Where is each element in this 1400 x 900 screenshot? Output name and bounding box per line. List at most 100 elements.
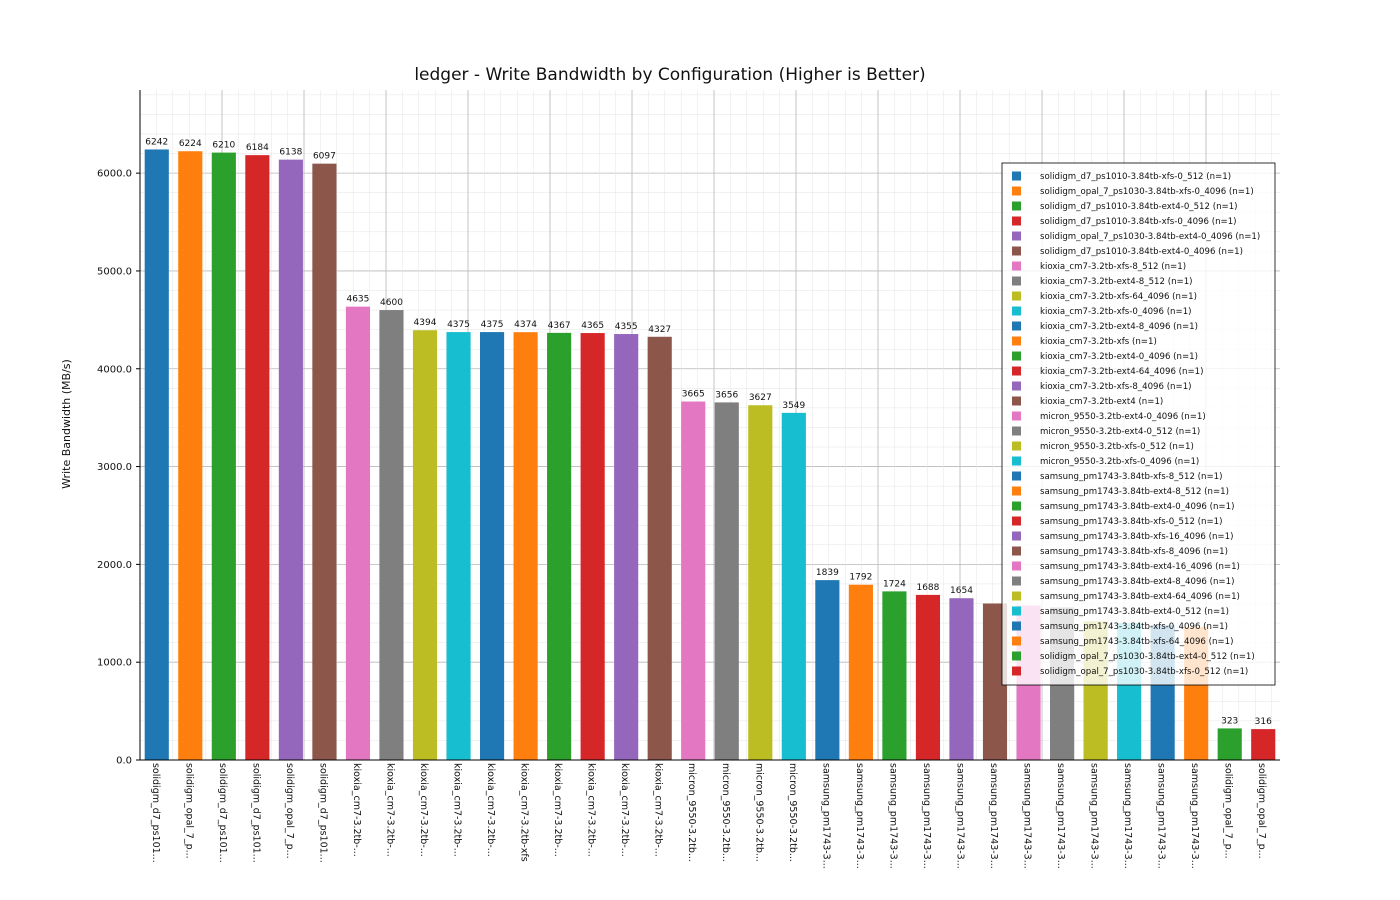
legend-entry: samsung_pm1743-3.84tb-ext4-64_4096 (n=1) — [1040, 592, 1240, 602]
data-label: 4365 — [581, 321, 604, 331]
bar — [848, 584, 873, 760]
legend-entry: kioxia_cm7-3.2tb-xfs-64_4096 (n=1) — [1040, 292, 1197, 302]
data-label: 6224 — [179, 139, 202, 149]
legend-entry: samsung_pm1743-3.84tb-xfs-64_4096 (n=1) — [1040, 637, 1233, 647]
legend-swatch — [1012, 201, 1021, 211]
legend-swatch — [1012, 636, 1021, 646]
x-tick-label: kioxia_cm7-3.2tb-... — [384, 763, 395, 857]
legend-entry: micron_9550-3.2tb-ext4-0_512 (n=1) — [1040, 427, 1200, 437]
bar — [714, 402, 739, 760]
bar — [647, 336, 672, 760]
legend-swatch — [1012, 261, 1021, 271]
bar — [245, 155, 270, 760]
legend-entry: samsung_pm1743-3.84tb-ext4-8_4096 (n=1) — [1040, 577, 1234, 587]
bar — [915, 594, 941, 760]
x-tick-label: micron_9550-3.2tb... — [787, 763, 798, 862]
y-tick-label: 5000.0 — [97, 266, 132, 277]
legend-swatch — [1012, 516, 1021, 526]
legend-swatch — [1012, 621, 1021, 631]
data-label: 4394 — [414, 318, 437, 328]
data-label: 1688 — [916, 583, 939, 593]
bar — [479, 332, 505, 760]
x-tick-label: solidigm_d7_ps101... — [217, 763, 228, 863]
legend-swatch — [1012, 561, 1021, 571]
legend-swatch — [1012, 666, 1021, 676]
bar — [312, 163, 337, 760]
x-tick-labels: solidigm_d7_ps101... solidigm_opal_7_p...… — [150, 763, 1267, 869]
bar — [446, 332, 471, 760]
data-label: 6097 — [313, 152, 336, 162]
y-tick-label: 6000.0 — [97, 169, 132, 180]
bar — [144, 149, 169, 760]
legend-entry: samsung_pm1743-3.84tb-ext4-0_512 (n=1) — [1040, 607, 1229, 617]
legend-entry: kioxia_cm7-3.2tb-xfs-8_512 (n=1) — [1040, 262, 1186, 272]
chart-title: ledger - Write Bandwidth by Configuratio… — [414, 65, 925, 85]
legend-entry: kioxia_cm7-3.2tb-ext4-8_4096 (n=1) — [1040, 322, 1198, 332]
bar — [178, 151, 203, 761]
y-tick-label: 0.0 — [116, 756, 132, 767]
legend-swatch — [1012, 441, 1021, 451]
bar — [781, 412, 806, 760]
x-tick-label: micron_9550-3.2tb... — [753, 763, 764, 862]
legend-entry: solidigm_opal_7_ps1030-3.84tb-xfs-0_4096… — [1040, 187, 1254, 197]
legend-swatch — [1012, 381, 1021, 391]
legend-swatch — [1012, 336, 1021, 346]
legend-entry: kioxia_cm7-3.2tb-xfs-8_4096 (n=1) — [1040, 382, 1192, 392]
legend-entry: micron_9550-3.2tb-xfs-0_4096 (n=1) — [1040, 457, 1199, 467]
legend-entry: solidigm_opal_7_ps1030-3.84tb-xfs-0_512 … — [1040, 667, 1248, 677]
x-tick-label: solidigm_opal_7_p... — [1256, 763, 1267, 859]
data-label: 3656 — [715, 390, 738, 400]
x-tick-label: samsung_pm1743-3... — [854, 763, 865, 869]
data-label: 4374 — [514, 320, 537, 330]
legend-swatch — [1012, 321, 1021, 331]
legend-entry: micron_9550-3.2tb-ext4-0_4096 (n=1) — [1040, 412, 1206, 422]
x-tick-label: kioxia_cm7-3.2tb-xfs — [519, 763, 530, 862]
legend-entry: solidigm_d7_ps1010-3.84tb-ext4-0_512 (n=… — [1040, 202, 1238, 212]
legend-swatch — [1012, 486, 1021, 496]
legend-swatch — [1012, 396, 1021, 406]
legend-swatch — [1012, 471, 1021, 481]
x-tick-label: kioxia_cm7-3.2tb-... — [586, 763, 597, 857]
x-tick-label: samsung_pm1743-3... — [1055, 763, 1066, 869]
legend-entry: kioxia_cm7-3.2tb-xfs (n=1) — [1040, 337, 1157, 347]
legend-swatch — [1012, 216, 1021, 226]
legend-swatch — [1012, 426, 1021, 436]
data-label: 4600 — [380, 298, 403, 308]
legend-box — [1001, 162, 1276, 686]
legend-entry: samsung_pm1743-3.84tb-ext4-8_512 (n=1) — [1040, 487, 1229, 497]
legend: solidigm_d7_ps1010-3.84tb-xfs-0_512 (n=1… — [1001, 162, 1276, 686]
data-labels: 6242 6224 6210 6184 6138 6097 4635 4600 4394 4375… — [145, 137, 1272, 727]
data-label: 1654 — [950, 586, 973, 596]
x-tick-label: solidigm_opal_7_p... — [183, 763, 194, 859]
x-tick-label: kioxia_cm7-3.2tb-... — [653, 763, 664, 857]
legend-entry: samsung_pm1743-3.84tb-xfs-8_512 (n=1) — [1040, 472, 1223, 482]
bar — [1217, 728, 1242, 760]
y-tick-label: 4000.0 — [97, 364, 132, 375]
legend-swatch — [1012, 546, 1021, 556]
x-tick-label: solidigm_d7_ps101... — [317, 763, 328, 863]
bar — [513, 332, 538, 760]
y-tick-labels: 0.0 1000.0 2000.0 3000.0 4000.0 5000.0 6000.0 — [97, 169, 132, 767]
data-label: 4375 — [481, 320, 504, 330]
bar — [748, 405, 773, 760]
data-label: 1792 — [849, 573, 872, 583]
data-label: 4635 — [346, 295, 369, 305]
y-tick-label: 2000.0 — [97, 560, 132, 571]
bar — [345, 306, 371, 760]
data-label: 3627 — [749, 393, 772, 403]
x-tick-label: kioxia_cm7-3.2tb-... — [418, 763, 429, 857]
legend-entry: micron_9550-3.2tb-xfs-0_512 (n=1) — [1040, 442, 1194, 452]
x-tick-label: solidigm_opal_7_p... — [1223, 763, 1234, 859]
bar — [412, 330, 438, 760]
x-tick-label: samsung_pm1743-3... — [1122, 763, 1133, 869]
legend-swatch — [1012, 231, 1021, 241]
data-label: 4327 — [648, 325, 671, 335]
legend-swatch — [1012, 291, 1021, 301]
legend-entry: solidigm_opal_7_ps1030-3.84tb-ext4-0_512… — [1040, 652, 1255, 662]
x-tick-label: solidigm_d7_ps101... — [250, 763, 261, 863]
x-tick-label: samsung_pm1743-3... — [1189, 763, 1200, 869]
x-tick-label: kioxia_cm7-3.2tb-... — [452, 763, 463, 857]
legend-swatch — [1012, 606, 1021, 616]
legend-entry: kioxia_cm7-3.2tb-ext4-0_4096 (n=1) — [1040, 352, 1198, 362]
